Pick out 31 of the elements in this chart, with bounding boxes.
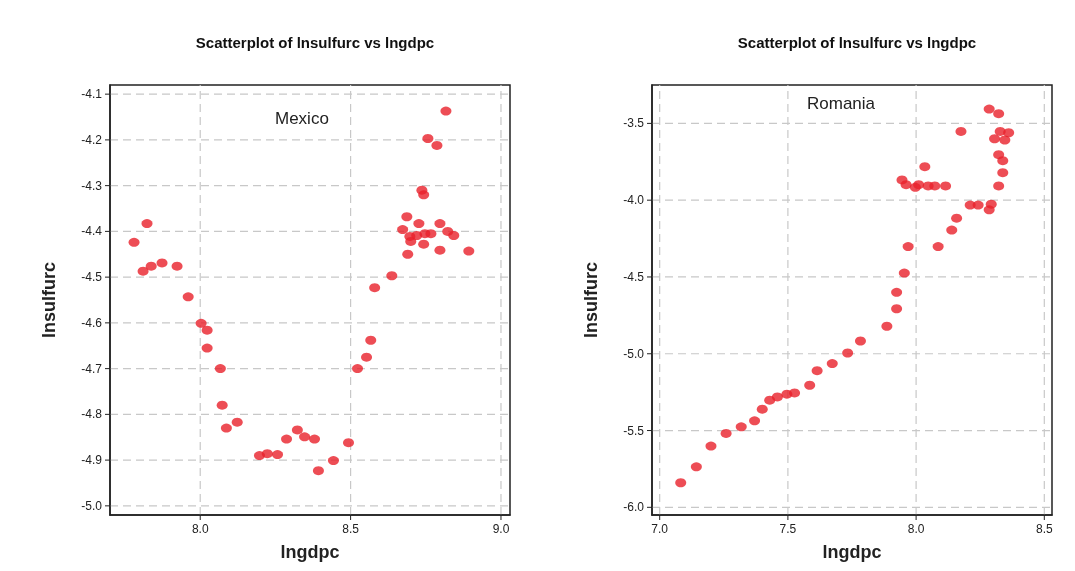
y-tick-label: -4.0 — [623, 193, 645, 208]
x-tick-label: 9.0 — [492, 522, 510, 536]
annotation: Mexico — [274, 109, 329, 128]
y-tick-label: -4.8 — [81, 407, 103, 422]
chart-title: Scatterplot of lnsulfurc vs lngdpc — [737, 34, 977, 51]
x-tick-label: 8.0 — [191, 522, 209, 536]
y-tick-label: -4.5 — [623, 269, 645, 284]
y-tick-label: -3.5 — [623, 116, 645, 131]
x-tick-label: 8.0 — [907, 522, 925, 536]
y-tick-label: -4.9 — [81, 453, 103, 468]
x-tick-label: 8.5 — [342, 522, 360, 536]
x-axis-title: lngdpc — [822, 542, 882, 562]
x-axis-title: lngdpc — [280, 542, 340, 562]
y-tick-label: -6.0 — [623, 500, 645, 515]
y-tick-label: -4.2 — [81, 132, 103, 147]
y-tick-label: -5.5 — [623, 423, 645, 438]
y-axis-title: lnsulfurc — [39, 261, 59, 339]
y-tick-label: -4.1 — [81, 87, 103, 102]
y-tick-label: -5.0 — [623, 346, 645, 361]
annotation: Romania — [806, 94, 876, 113]
y-tick-label: -4.4 — [81, 224, 103, 239]
chart-title: Scatterplot of lnsulfurc vs lngdpc — [195, 34, 435, 51]
x-tick-label: 8.5 — [1035, 522, 1053, 536]
y-tick-label: -5.0 — [81, 498, 103, 513]
y-tick-label: -4.5 — [81, 270, 103, 285]
x-tick-label: 7.0 — [651, 522, 669, 536]
y-tick-label: -4.3 — [81, 178, 103, 193]
y-tick-label: -4.7 — [81, 361, 103, 376]
y-axis-title: lnsulfurc — [581, 261, 601, 339]
y-tick-label: -4.6 — [81, 315, 103, 330]
x-tick-label: 7.5 — [779, 522, 797, 536]
